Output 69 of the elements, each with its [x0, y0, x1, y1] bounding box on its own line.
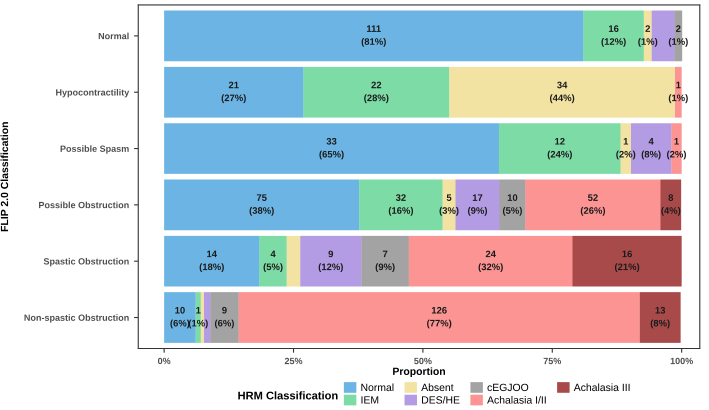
bar [238, 292, 640, 343]
bar [525, 180, 660, 230]
data-label: 1 (2%) [666, 138, 686, 160]
y-tick-label: Non-spastic Obstruction [24, 314, 129, 323]
data-label: 10 (5%) [502, 194, 522, 216]
legend-label: Absent [421, 383, 454, 392]
bar [640, 292, 681, 343]
data-label: 17 (9%) [468, 194, 487, 216]
bar [210, 292, 239, 343]
bar [259, 236, 287, 287]
data-label: 75 (38%) [250, 194, 274, 216]
data-label: 52 (26%) [580, 194, 606, 216]
y-tick-label: Spastic Obstruction [44, 258, 129, 266]
data-label: 4 (5%) [264, 250, 283, 272]
data-label: 9 (12%) [318, 250, 343, 272]
x-tick-label: 25% [284, 358, 302, 364]
data-label: 34 (44%) [550, 82, 574, 104]
x-tick-label: 75% [544, 358, 562, 364]
data-label: 24 (32%) [478, 250, 503, 272]
bar [300, 236, 362, 287]
bar [286, 236, 300, 287]
legend-label: DES/HE [422, 396, 460, 404]
y-tick-label: Normal [98, 32, 129, 40]
y-tick-label: Possible Spasm [60, 145, 129, 154]
x-axis-title: Proportion [393, 367, 445, 378]
x-tick-label: 50% [414, 358, 432, 364]
bar [164, 66, 304, 118]
bar [164, 236, 260, 287]
x-tick-label: 0% [158, 358, 170, 364]
data-label: 9 (6%) [214, 306, 234, 328]
data-label: 21 (27%) [222, 82, 246, 104]
data-label: 10 (6%) [170, 306, 190, 328]
bar [303, 66, 450, 118]
data-label: 33 (65%) [319, 138, 344, 160]
legend-label: Normal [361, 383, 394, 392]
data-label: 12 (24%) [548, 138, 572, 160]
data-label: 7 (9%) [376, 250, 395, 272]
bar [164, 123, 499, 174]
data-label: 2 (1%) [638, 25, 658, 47]
bar [572, 236, 682, 287]
data-label: 16 (12%) [601, 25, 626, 47]
data-label: 111 (81%) [362, 25, 386, 47]
legend-title: HRM Classification [238, 391, 338, 400]
bar [408, 236, 572, 287]
y-tick-label: Possible Obstruction [39, 202, 129, 208]
data-label: 2 (1%) [668, 25, 688, 47]
bar [361, 236, 409, 287]
data-label: 22 (28%) [364, 82, 388, 104]
bar [164, 180, 360, 230]
data-label: 16 (21%) [614, 250, 640, 272]
data-label: 1 (2%) [616, 138, 636, 160]
data-label: 13 (8%) [650, 306, 670, 328]
data-label: 4 (8%) [642, 138, 661, 160]
data-label: 1 (1%) [668, 82, 688, 104]
legend-label: cEGJOO [487, 384, 528, 392]
legend-label: Achalasia I/II [487, 396, 546, 404]
x-tick-label: 100% [670, 358, 693, 364]
legend-label: Achalasia III [574, 383, 630, 392]
bar [499, 180, 526, 230]
bar [164, 10, 584, 62]
data-label: 5 (3%) [440, 194, 459, 216]
y-tick-label: Hypocontractility [56, 88, 130, 98]
data-label: 8 (4%) [661, 194, 680, 216]
y-axis-title: FLIP 2.0 Classification [0, 122, 8, 232]
data-label: 126 (77%) [427, 306, 452, 328]
legend-label: IEM [361, 396, 378, 404]
bar [660, 180, 682, 230]
data-label: 32 (16%) [388, 194, 414, 216]
data-label: 14 (18%) [200, 250, 224, 272]
